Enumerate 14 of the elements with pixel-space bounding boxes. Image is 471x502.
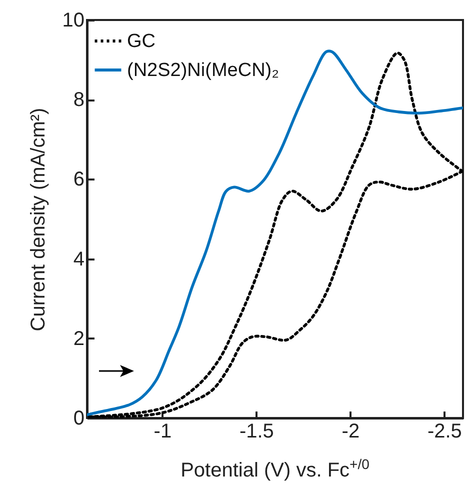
y-axis-title: Current density (mA/cm²) [27, 108, 50, 332]
legend-label: GC [127, 31, 156, 52]
y-tick-label: 0 [73, 408, 84, 430]
x-tick-label: -1 [154, 420, 172, 442]
y-tick-label: 10 [62, 10, 84, 32]
x-tick-label: -2.5 [427, 420, 462, 442]
y-tick-label: 6 [73, 168, 84, 191]
y-tick-label: 2 [73, 328, 84, 350]
legend-label: (N2S2)Ni(MeCN)₂ [127, 60, 279, 81]
x-axis-title: Potential (V) vs. Fc$^{+/0}$ [180, 456, 370, 483]
x-tick-label: -2 [342, 420, 360, 442]
x-tick-label: -1.5 [239, 420, 274, 442]
y-tick-label: 4 [73, 248, 84, 270]
y-tick-label: 8 [73, 89, 84, 112]
